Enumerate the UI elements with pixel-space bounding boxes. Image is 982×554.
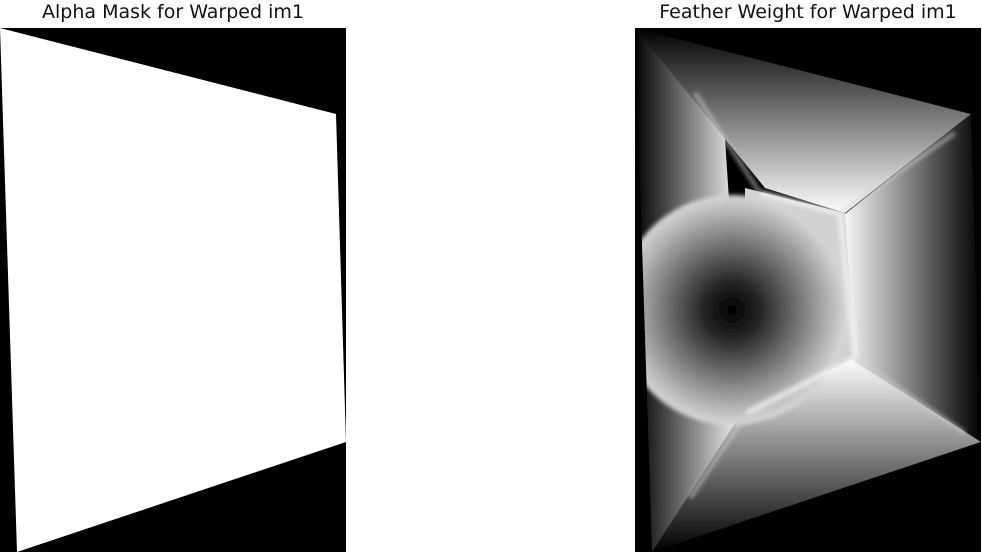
alpha-mask-image xyxy=(0,28,346,552)
feather-ridge-tr xyxy=(838,131,957,215)
feather-weight-title: Feather Weight for Warped im1 xyxy=(659,1,957,23)
alpha-mask-title: Alpha Mask for Warped im1 xyxy=(42,1,304,23)
mask-quad xyxy=(0,28,346,552)
feather-bottom-band xyxy=(652,358,981,552)
feather-ridge-br xyxy=(853,356,967,435)
feather-right-band xyxy=(840,114,981,442)
alpha-mask-graphic xyxy=(0,28,346,552)
feather-weight-graphic xyxy=(635,28,981,552)
feather-ridge-tl xyxy=(693,91,762,195)
feather-ridge xyxy=(745,190,859,416)
feather-hole xyxy=(635,195,847,425)
feather-top-band xyxy=(635,28,971,213)
feather-weight-image xyxy=(635,28,981,552)
feather-weight-field xyxy=(635,28,981,552)
feather-ridge-bl xyxy=(688,411,749,500)
